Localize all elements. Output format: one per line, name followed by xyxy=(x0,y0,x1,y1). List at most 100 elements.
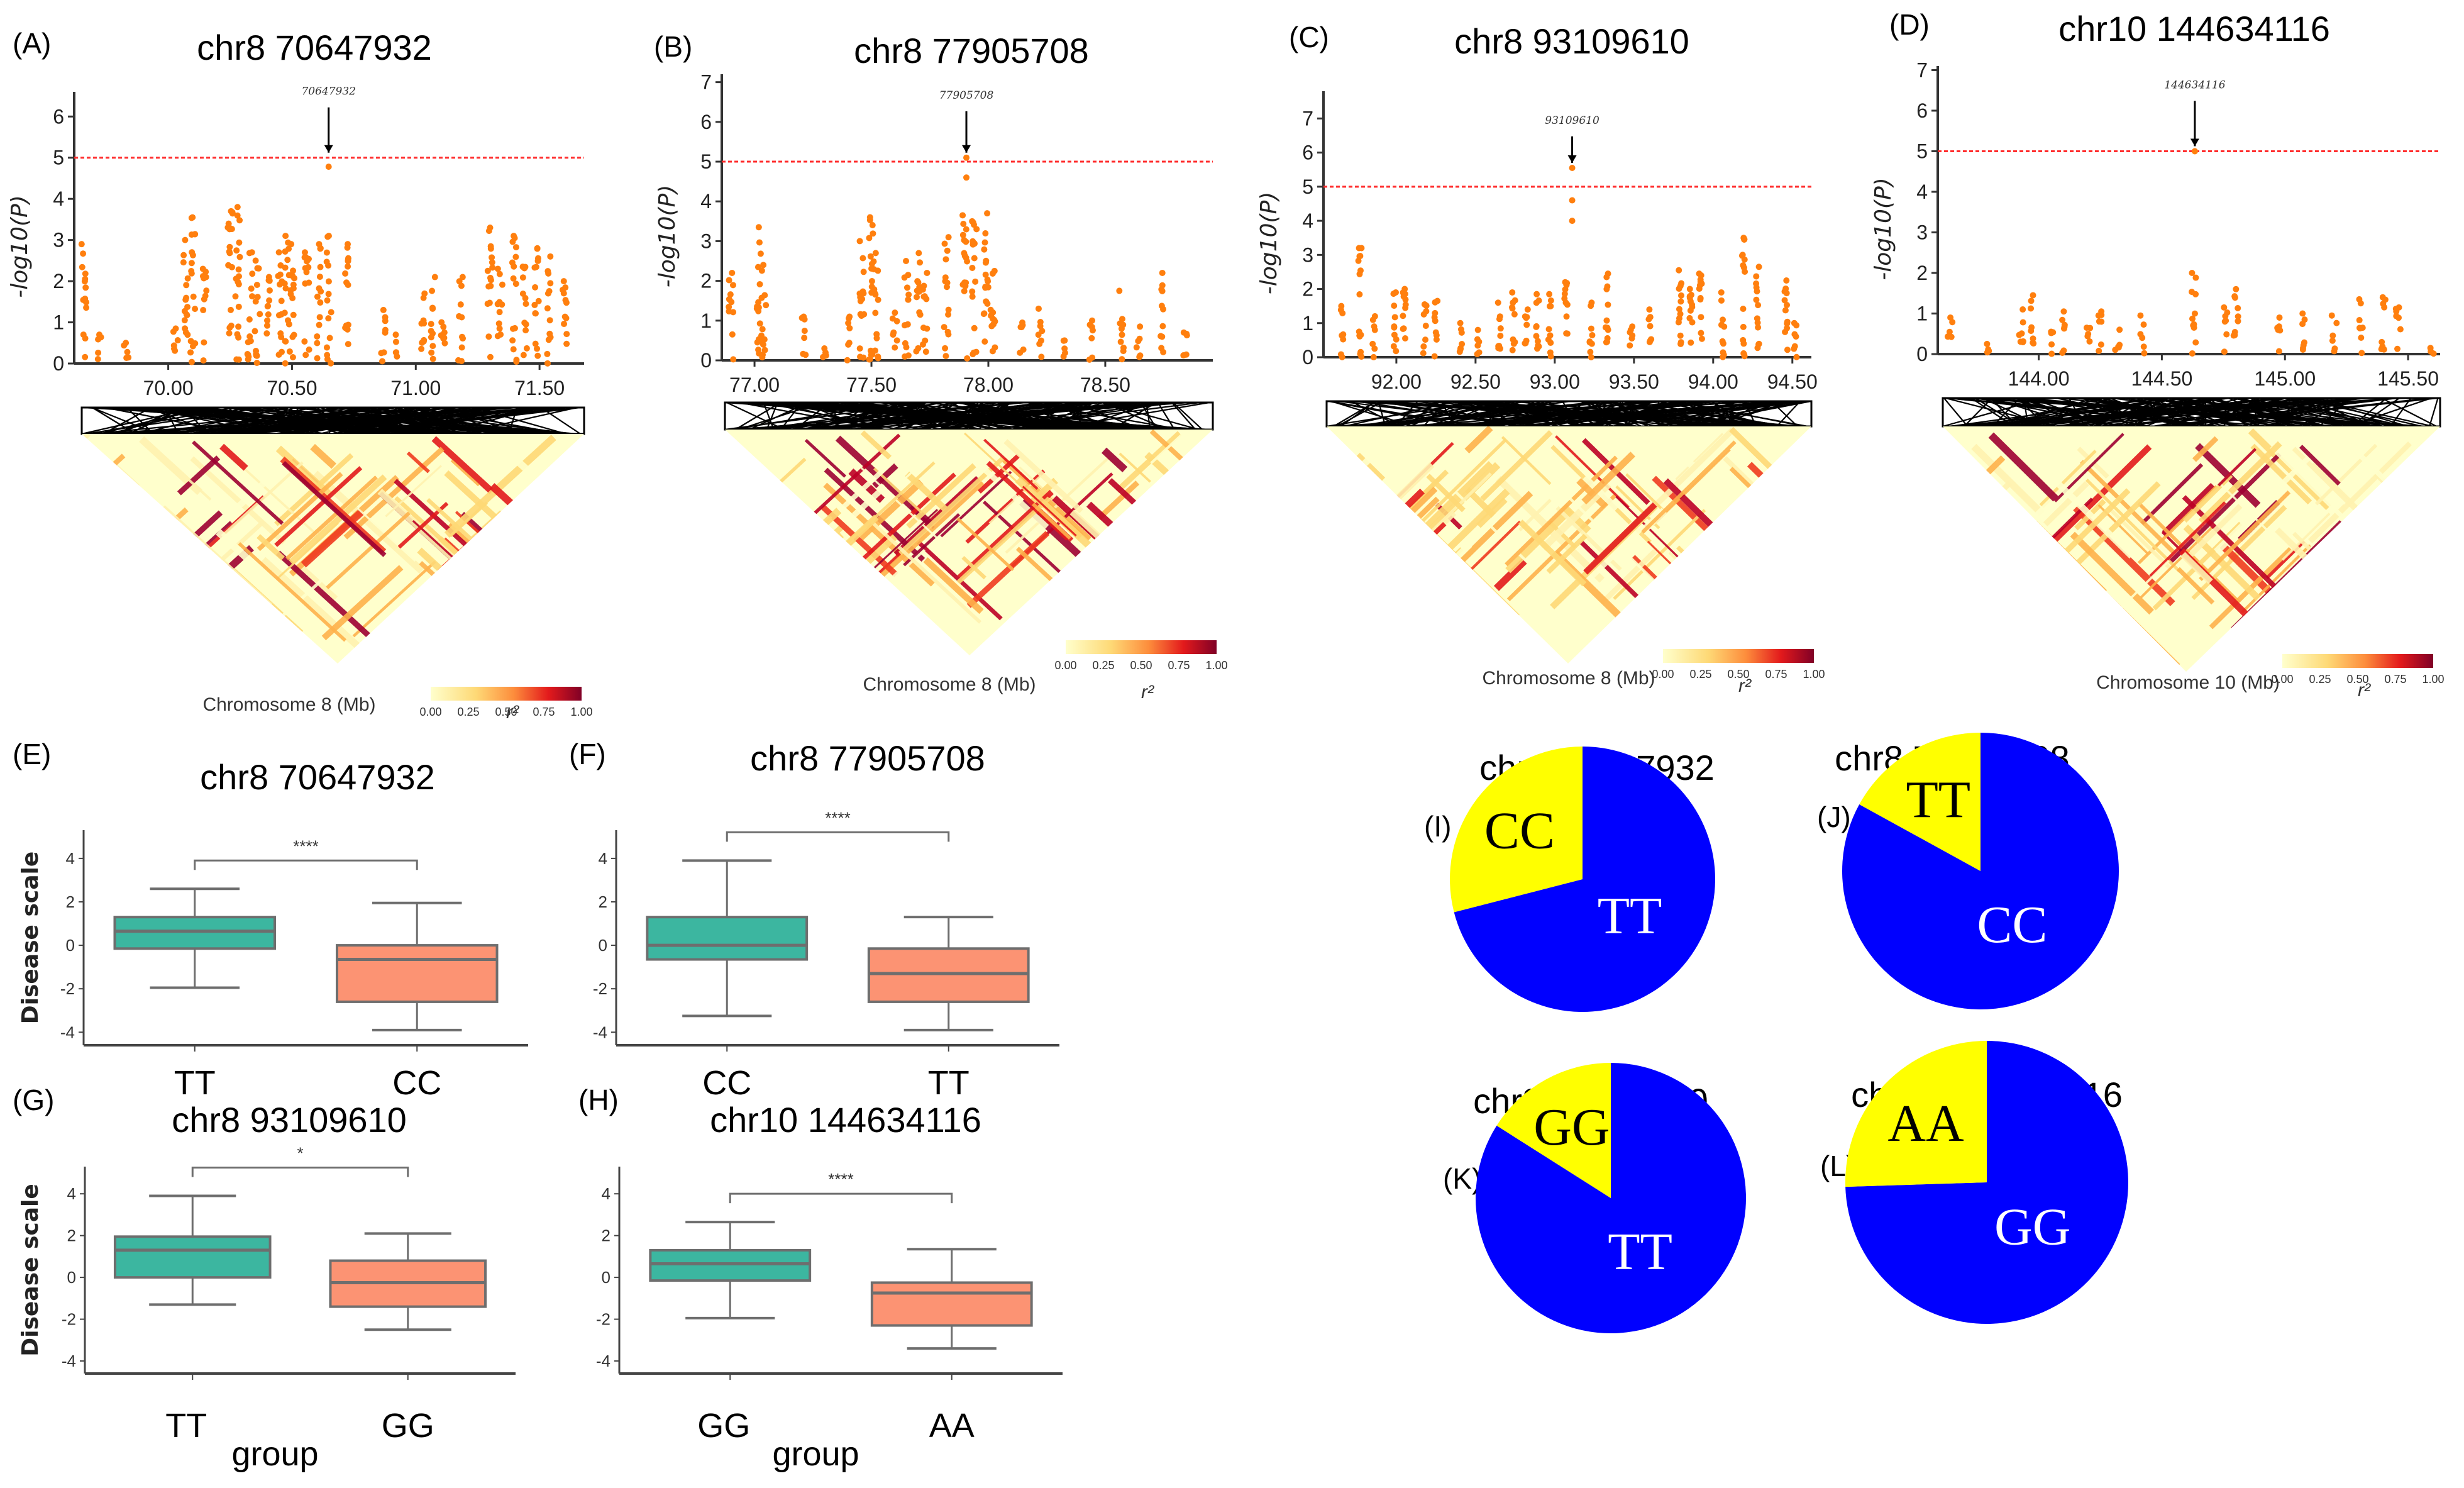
snp-connector-line xyxy=(2233,397,2412,428)
data-point xyxy=(2230,332,2237,339)
data-point xyxy=(187,349,194,356)
data-point xyxy=(2301,339,2307,346)
data-point xyxy=(235,323,242,330)
data-point xyxy=(1754,345,1761,352)
data-point xyxy=(729,269,736,276)
data-point xyxy=(1369,340,1376,347)
data-point xyxy=(200,273,207,280)
ld-cell-stripe xyxy=(483,552,584,647)
data-point xyxy=(2098,318,2105,325)
box-tt xyxy=(113,916,277,950)
ld-cell-stripe xyxy=(2407,570,2440,645)
ld-cell-stripe xyxy=(450,459,480,487)
data-point xyxy=(534,345,541,352)
data-point xyxy=(1647,337,1654,344)
data-point xyxy=(2378,346,2385,353)
data-point xyxy=(512,244,519,251)
ld-cell-stripe xyxy=(2070,531,2154,615)
data-point xyxy=(1533,291,1540,297)
data-point xyxy=(905,291,912,298)
data-point xyxy=(942,353,949,360)
lead-snp-label: 70647932 xyxy=(301,86,356,98)
data-point xyxy=(1676,315,1682,322)
data-point xyxy=(233,275,240,282)
data-point xyxy=(226,243,233,250)
data-point xyxy=(1158,345,1165,352)
ld-cell-stripe xyxy=(1385,560,1459,633)
ld-cell-stripe xyxy=(1754,516,1811,591)
y-tick-label: 5 xyxy=(1916,140,1928,162)
data-point xyxy=(544,350,551,357)
data-point xyxy=(822,349,829,356)
lead-snp-label: 77905708 xyxy=(939,89,994,102)
data-point xyxy=(969,265,976,272)
data-point xyxy=(905,296,912,303)
data-point xyxy=(2097,341,2104,348)
data-point xyxy=(1118,325,1125,332)
data-point xyxy=(913,294,920,301)
ld-cell-stripe xyxy=(2374,472,2440,582)
ld-cell-stripe xyxy=(526,539,578,588)
ld-cell-stripe xyxy=(109,566,179,630)
category-label: TT xyxy=(174,1064,216,1102)
arrowhead-icon xyxy=(962,145,971,153)
snp-connector-line xyxy=(257,406,570,435)
data-point xyxy=(522,327,529,334)
data-point xyxy=(2235,313,2241,320)
data-point xyxy=(428,334,434,341)
data-point xyxy=(1120,344,1127,351)
x-tick-label: 94.00 xyxy=(1688,370,1738,393)
data-point xyxy=(919,286,926,293)
y-tick-label: 0 xyxy=(1916,343,1928,365)
data-point xyxy=(547,280,554,287)
data-point xyxy=(282,360,289,367)
pie-slice-aa xyxy=(1845,1041,1987,1187)
data-point xyxy=(1569,197,1576,204)
data-point xyxy=(2397,326,2404,333)
data-point xyxy=(984,210,991,217)
data-point xyxy=(184,275,191,282)
data-point xyxy=(520,352,527,358)
snp-connector-line xyxy=(1171,402,1196,430)
x-tick-label: 145.00 xyxy=(2254,367,2316,390)
data-point xyxy=(235,356,242,363)
ld-cell-stripe xyxy=(2385,540,2440,638)
data-point xyxy=(1035,305,1042,312)
ld-cell-stripe xyxy=(140,507,189,552)
ld-cell-stripe xyxy=(505,547,584,624)
ld-cell-stripe xyxy=(82,453,126,517)
data-point xyxy=(302,280,309,287)
ld-cell-stripe xyxy=(483,564,544,621)
ld-cell-stripe xyxy=(749,539,857,640)
panel-label: (I) xyxy=(1424,810,1451,843)
data-point xyxy=(486,299,493,306)
snp-connector-line xyxy=(83,406,541,435)
ld-cell-stripe xyxy=(743,548,824,624)
data-point xyxy=(1371,345,1378,352)
data-point xyxy=(80,331,87,338)
data-point xyxy=(921,293,928,300)
data-point xyxy=(277,330,284,337)
data-point xyxy=(2030,292,2036,299)
data-point xyxy=(512,280,519,287)
ld-cell-stripe xyxy=(1149,430,1213,532)
data-point xyxy=(961,287,968,294)
x-tick-label: 94.50 xyxy=(1767,370,1818,393)
data-point xyxy=(1720,340,1726,347)
ld-cell-stripe xyxy=(177,455,221,496)
y-tick-label: -4 xyxy=(596,1352,610,1370)
data-point xyxy=(1393,348,1400,355)
colorbar-tick-label: 1.00 xyxy=(1803,668,1825,680)
ld-cell-stripe xyxy=(786,516,832,560)
ld-cell-stripe xyxy=(1723,456,1811,555)
ld-cell-stripe xyxy=(82,567,137,653)
data-point xyxy=(1534,338,1541,345)
snp-connector-line xyxy=(1026,401,1182,431)
data-point xyxy=(494,265,501,272)
data-point xyxy=(78,241,85,248)
y-tick-label: 0 xyxy=(66,936,75,955)
data-point xyxy=(2328,312,2335,319)
y-tick-label: 7 xyxy=(700,71,712,94)
data-point xyxy=(519,274,526,281)
ld-cell-stripe xyxy=(1501,436,1552,486)
